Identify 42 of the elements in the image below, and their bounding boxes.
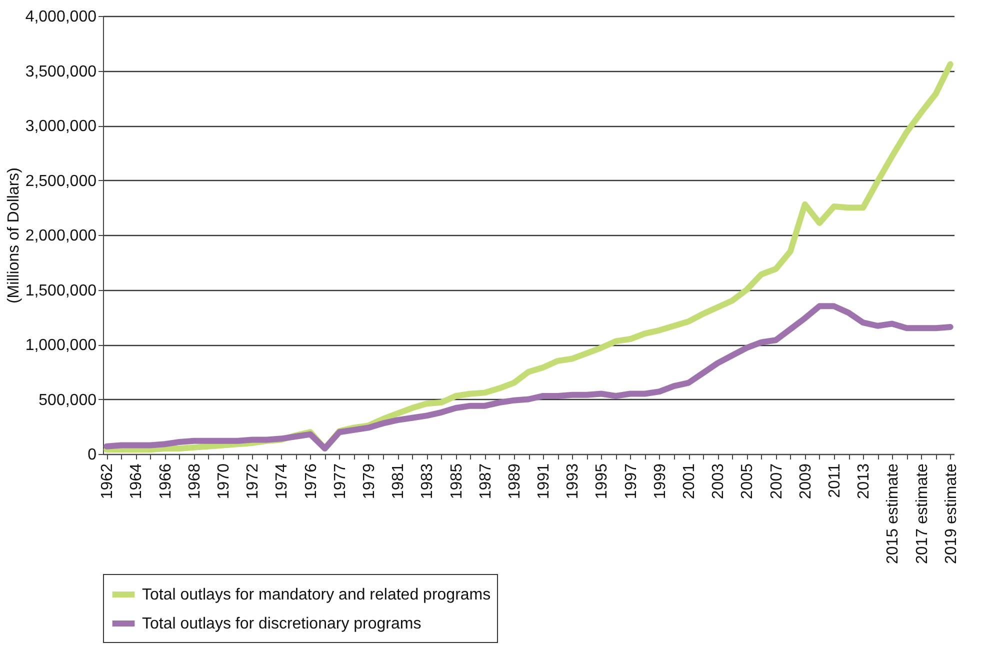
x-tick-label: 2017 estimate (914, 463, 931, 564)
y-tick-label: 3,000,000 (25, 118, 97, 135)
y-tick-label: 2,500,000 (25, 172, 97, 190)
x-tick-label: 1985 (448, 463, 466, 500)
x-tick-label: 1989 (506, 463, 524, 500)
y-tick-label: 1,500,000 (25, 282, 97, 300)
x-tick-label: 1983 (419, 463, 436, 500)
y-axis-title: (Millions of Dollars) (5, 167, 22, 304)
legend-label: Total outlays for discretionary programs (142, 616, 422, 632)
x-tick-label: 1993 (564, 463, 582, 500)
x-tick-label: 1964 (128, 463, 146, 500)
x-tick-label: 1979 (360, 463, 378, 500)
y-tick-label: 500,000 (38, 392, 97, 409)
x-tick-label: 1995 (594, 463, 611, 500)
x-tick-label: 1981 (390, 463, 408, 500)
x-tick-label: 2001 (681, 463, 698, 500)
x-tick-label: 1962 (99, 463, 116, 500)
x-tick-label: 2005 (739, 463, 756, 500)
x-tick-label: 1970 (216, 463, 233, 500)
x-tick-label: 1976 (302, 463, 320, 500)
legend-label: Total outlays for mandatory and related programs (142, 586, 491, 604)
x-tick-label: 1987 (477, 463, 494, 500)
y-tick-label: 2,000,000 (25, 228, 97, 244)
y-tick-label: 3,500,000 (25, 63, 97, 80)
x-tick-label: 1974 (274, 463, 291, 500)
x-tick-label: 2013 (856, 463, 873, 500)
x-tick-label: 2007 (768, 463, 786, 500)
y-tick-label: 0 (88, 446, 97, 464)
x-tick-label: 2015 estimate (884, 463, 902, 564)
x-tick-label: 2003 (710, 463, 728, 500)
x-tick-label: 2011 (826, 463, 844, 498)
x-tick-label: 1977 (332, 463, 349, 500)
x-tick-label: 1997 (622, 463, 640, 500)
x-tick-label: 1966 (157, 463, 174, 500)
x-tick-label: 1999 (652, 463, 669, 500)
y-tick-label: 1,000,000 (25, 337, 97, 354)
y-tick-label: 4,000,000 (25, 8, 97, 26)
x-tick-label: 1968 (186, 463, 204, 500)
x-tick-label: 2009 (797, 463, 814, 500)
x-tick-label: 1991 (536, 463, 553, 500)
x-tick-label: 2019 estimate (942, 463, 960, 564)
x-tick-label: 1972 (244, 463, 262, 500)
